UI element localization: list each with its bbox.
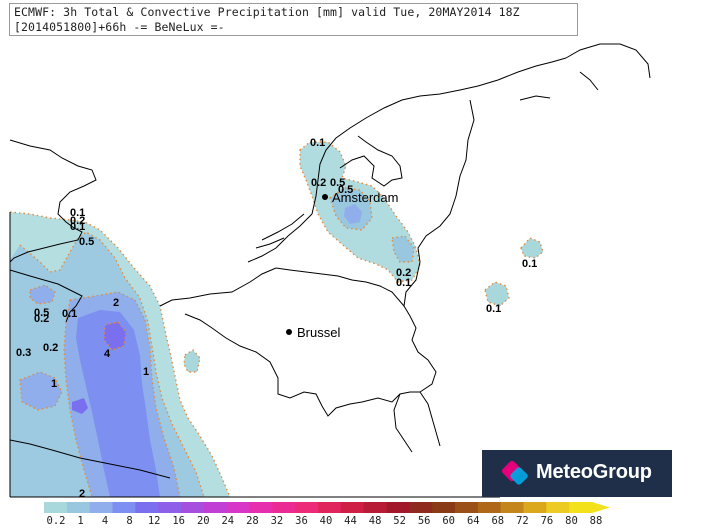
legend-tick-label: 20 bbox=[196, 515, 210, 527]
contour-label: 0.2 bbox=[70, 215, 85, 227]
legend-tick-label: 68 bbox=[491, 515, 505, 527]
map-frame bbox=[9, 212, 500, 498]
legend-tick-label: 76 bbox=[540, 515, 554, 527]
legend-tick-label: 88 bbox=[589, 515, 603, 527]
legend-swatch bbox=[569, 502, 593, 513]
legend-swatch bbox=[66, 502, 91, 513]
legend-tick-label: 28 bbox=[246, 515, 259, 527]
title-box: ECMWF: 3h Total & Convective Precipitati… bbox=[9, 3, 578, 36]
legend-overflow-arrow bbox=[592, 502, 610, 513]
legend-swatch bbox=[249, 502, 273, 513]
legend-tick-label: 24 bbox=[221, 515, 235, 527]
contour-label: 1 bbox=[143, 366, 149, 378]
contour-label: 0.1 bbox=[62, 308, 77, 320]
legend-swatch bbox=[523, 502, 547, 513]
contour-label: 0.1 bbox=[522, 258, 537, 270]
contour-label: 0.2 bbox=[34, 313, 49, 325]
legend-tick-label: 0.2 bbox=[46, 515, 66, 527]
meteogroup-logo-icon bbox=[501, 460, 528, 485]
contour-label: 0.1 bbox=[310, 137, 325, 149]
legend-swatch bbox=[500, 502, 524, 513]
title-line-1: ECMWF: 3h Total & Convective Precipitati… bbox=[14, 5, 520, 19]
city-marker-icon bbox=[322, 194, 328, 200]
contour-label: 0.1 bbox=[396, 277, 411, 289]
legend-tick-label: 48 bbox=[368, 515, 382, 527]
legend-swatch bbox=[295, 502, 319, 513]
coastlines-borders bbox=[9, 43, 651, 479]
legend-tick-label: 12 bbox=[147, 515, 161, 527]
legend-swatch bbox=[226, 502, 250, 513]
legend-tick-label: 56 bbox=[417, 515, 431, 527]
contour-label: 0.1 bbox=[70, 221, 85, 233]
legend-tick-label: 72 bbox=[516, 515, 529, 527]
legend-tick-label: 32 bbox=[270, 515, 284, 527]
contour-label: 0.1 bbox=[70, 207, 85, 219]
legend-swatch bbox=[546, 502, 570, 513]
contour-labels: 0.1 0.2 0.5 0.2 0.5 0.1 0.1 0.2 0.1 0.1 … bbox=[16, 137, 537, 500]
legend-tick-label: 60 bbox=[442, 515, 456, 527]
contour-label: 2 bbox=[113, 297, 119, 309]
legend-swatch bbox=[44, 502, 68, 513]
contour-label: 0.5 bbox=[79, 236, 94, 248]
legend-swatch bbox=[89, 502, 113, 513]
city-brussel: Brussel bbox=[286, 325, 340, 340]
legend-swatch bbox=[272, 502, 296, 513]
legend-tick-label: 44 bbox=[344, 515, 357, 527]
meteogroup-wordmark: MeteoGroup bbox=[536, 461, 652, 483]
meteogroup-logo: MeteoGroup bbox=[482, 450, 672, 497]
legend-tick-label: 16 bbox=[172, 515, 186, 527]
city-amsterdam: Amsterdam bbox=[322, 190, 398, 205]
contour-label: 2 bbox=[79, 488, 85, 500]
contour-label: 4 bbox=[104, 348, 111, 360]
title-line-2: [2014051800]+66h -= BeNeLux =- bbox=[14, 20, 225, 34]
legend-tick-label: 1 bbox=[77, 515, 84, 527]
legend-swatch bbox=[340, 502, 365, 513]
city-marker-icon bbox=[286, 329, 292, 335]
contour-label: 0.5 bbox=[34, 307, 49, 319]
contour-label: 0.5 bbox=[338, 184, 353, 196]
contour-label: 0.5 bbox=[330, 177, 345, 189]
legend-tick-label: 8 bbox=[126, 515, 133, 527]
legend-swatch bbox=[432, 502, 456, 513]
legend-swatch bbox=[318, 502, 342, 513]
legend-swatch bbox=[158, 502, 182, 513]
contour-label: 1 bbox=[51, 378, 57, 390]
legend-colorbar bbox=[44, 502, 610, 513]
legend-tick-label: 80 bbox=[565, 515, 578, 527]
legend-tick-label: 40 bbox=[319, 515, 333, 527]
legend-tick-label: 64 bbox=[466, 515, 480, 527]
legend-swatch bbox=[455, 502, 479, 513]
legend-swatch bbox=[203, 502, 228, 513]
city-label-amsterdam: Amsterdam bbox=[332, 190, 398, 205]
legend-swatch bbox=[477, 502, 502, 513]
legend-swatch bbox=[363, 502, 387, 513]
contour-label: 0.2 bbox=[396, 267, 411, 279]
contour-label: 0.1 bbox=[486, 303, 501, 315]
legend-swatch bbox=[135, 502, 159, 513]
city-label-brussel: Brussel bbox=[297, 325, 340, 340]
contour-label: 0.3 bbox=[16, 347, 31, 359]
legend-swatch bbox=[112, 502, 136, 513]
legend-swatch bbox=[386, 502, 410, 513]
legend-ticks: 0.2 1 4 8 12 16 20 24 28 32 36 40 44 48 52 56 60 64 68 72 76… bbox=[44, 515, 614, 528]
legend-tick-label: 36 bbox=[295, 515, 308, 527]
contour-label: 0.2 bbox=[43, 342, 58, 354]
legend-swatch bbox=[409, 502, 433, 513]
legend-tick-label: 4 bbox=[101, 515, 109, 527]
contour-label: 0.2 bbox=[311, 177, 326, 189]
legend-tick-label: 52 bbox=[393, 515, 406, 527]
legend-swatch bbox=[181, 502, 205, 513]
precipitation-shading bbox=[10, 142, 543, 497]
